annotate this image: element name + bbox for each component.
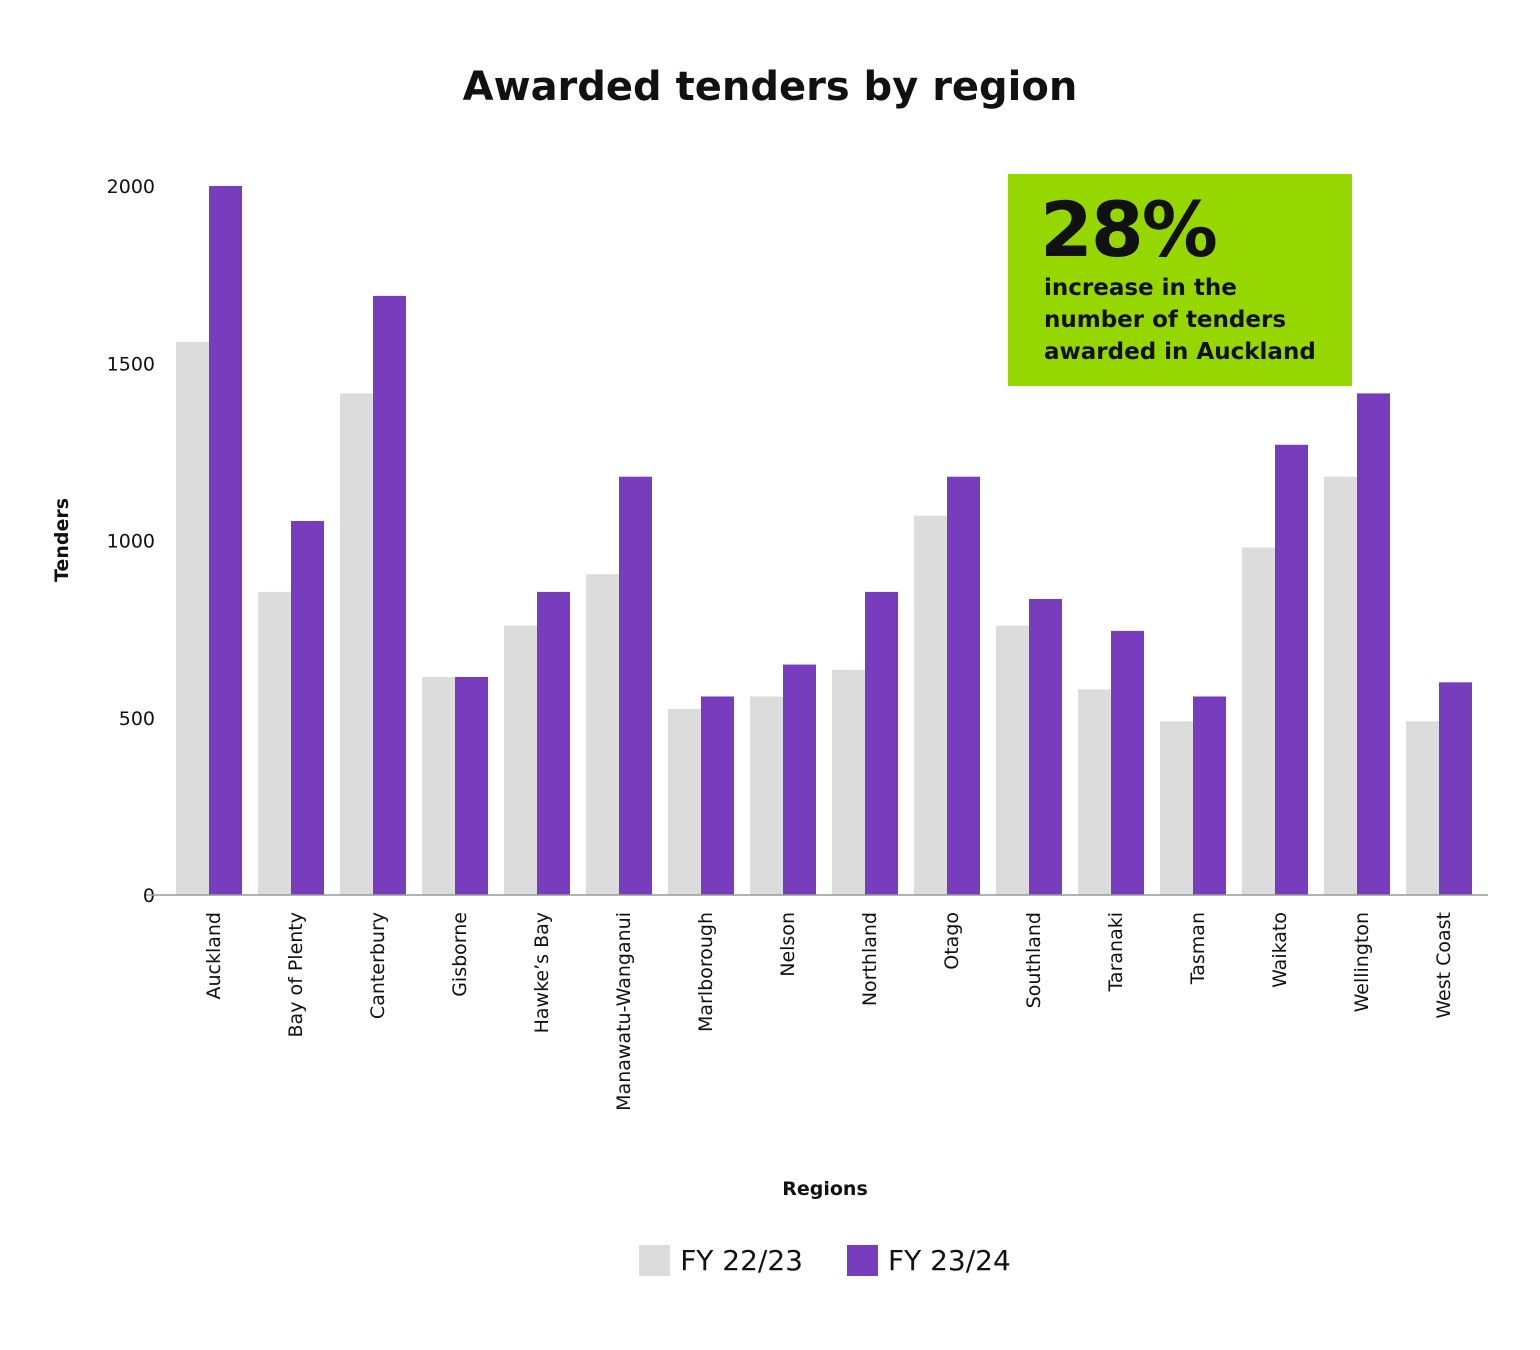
- bar-fy2223: [1160, 721, 1193, 895]
- x-tick-label: Canterbury: [367, 912, 389, 1019]
- legend-swatch: [847, 1245, 878, 1276]
- bar-fy2324: [947, 476, 980, 895]
- bar-fy2324: [1029, 598, 1062, 895]
- x-tick-label: Auckland: [203, 912, 225, 1000]
- legend-item-fy2324: FY 23/24: [847, 1244, 1011, 1277]
- x-tick-label: Manawatu-Wanganui: [613, 912, 635, 1111]
- bar-fy2223: [1406, 721, 1439, 895]
- chart-title: Awarded tenders by region: [462, 64, 1078, 110]
- bar-fy2223: [586, 574, 619, 895]
- bar-fy2324: [1193, 696, 1226, 895]
- x-tick-label: Southland: [1023, 912, 1045, 1008]
- bar-fy2223: [996, 625, 1029, 895]
- bar-fy2324: [865, 591, 898, 895]
- x-axis-label: Regions: [782, 1178, 868, 1200]
- callout-text: increase in the number of tenders awarde…: [1044, 275, 1316, 365]
- y-tick-label: 2000: [107, 176, 155, 198]
- bar-fy2223: [750, 696, 783, 895]
- bar-fy2324: [291, 521, 324, 895]
- x-tick-label: Nelson: [777, 912, 799, 977]
- bar-fy2223: [668, 708, 701, 895]
- bar-fy2223: [340, 393, 373, 895]
- bar-fy2324: [1439, 682, 1472, 895]
- bar-fy2324: [373, 295, 406, 895]
- legend-swatch: [639, 1245, 671, 1276]
- y-tick-label: 500: [119, 708, 155, 730]
- legend: FY 22/23 FY 23/24: [0, 1244, 1540, 1277]
- x-tick-label: Wellington: [1351, 912, 1373, 1012]
- bar-fy2223: [832, 669, 865, 895]
- bar-fy2223: [258, 591, 291, 895]
- bar-fy2223: [1078, 689, 1111, 895]
- bar-fy2324: [537, 591, 570, 895]
- bar-fy2324: [701, 696, 734, 895]
- x-tick-label: Tasman: [1187, 912, 1209, 985]
- y-axis-label: Tenders: [51, 497, 73, 583]
- bar-fy2324: [209, 186, 242, 895]
- x-tick-label: Taranaki: [1105, 912, 1127, 993]
- x-tick-label: Marlborough: [695, 912, 717, 1032]
- x-tick-label: Hawke’s Bay: [531, 912, 553, 1033]
- bar-fy2223: [1242, 547, 1275, 895]
- bar-fy2223: [914, 515, 947, 895]
- bar-fy2223: [1324, 476, 1357, 895]
- x-tick-label: Waikato: [1269, 912, 1291, 988]
- bar-fy2324: [1357, 393, 1390, 895]
- bar-fy2223: [504, 625, 537, 895]
- bar-fy2324: [1111, 630, 1144, 895]
- x-tick-label: Otago: [941, 912, 963, 970]
- x-tick-label: West Coast: [1433, 912, 1455, 1019]
- y-tick-label: 1500: [107, 353, 155, 375]
- legend-item-fy2223: FY 22/23: [639, 1244, 803, 1277]
- y-tick-label: 1000: [107, 531, 155, 553]
- y-tick-label: 0: [143, 885, 155, 907]
- bar-fy2223: [422, 676, 455, 895]
- legend-label: FY 22/23: [680, 1244, 803, 1277]
- x-tick-label: Northland: [859, 912, 881, 1006]
- bar-fy2324: [619, 476, 652, 895]
- bar-fy2324: [1275, 444, 1308, 895]
- bar-fy2223: [176, 341, 209, 896]
- x-tick-label: Gisborne: [449, 912, 471, 997]
- highlight-callout: 28% increase in the number of tenders aw…: [1008, 174, 1352, 386]
- callout-value: 28%: [1040, 185, 1218, 274]
- bar-fy2324: [783, 664, 816, 895]
- legend-label: FY 23/24: [888, 1244, 1011, 1277]
- bar-fy2324: [455, 676, 488, 895]
- x-tick-label: Bay of Plenty: [285, 912, 307, 1037]
